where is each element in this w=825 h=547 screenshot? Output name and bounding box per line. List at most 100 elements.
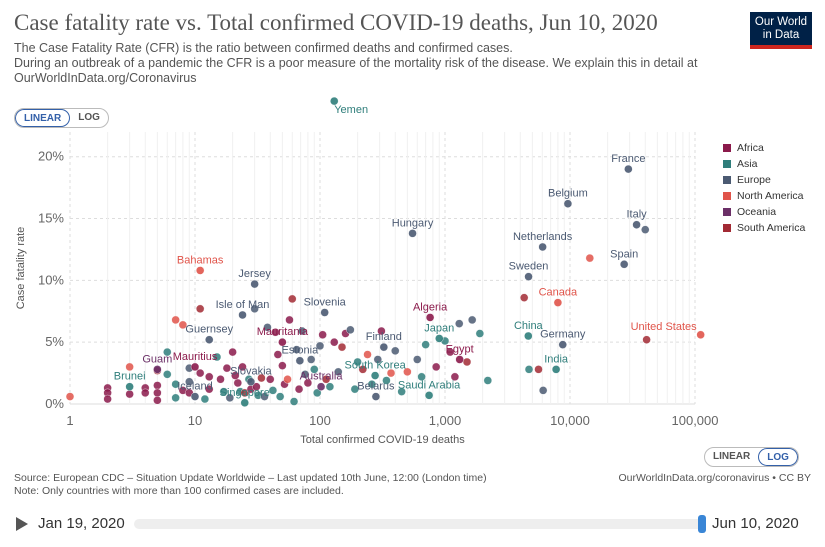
data-point	[285, 315, 294, 325]
point-label: China	[514, 320, 544, 332]
data-point-guernsey	[205, 335, 214, 344]
point-label: Germany	[540, 329, 586, 341]
legend-swatch	[723, 192, 731, 200]
point-label: Mauritania	[257, 326, 309, 338]
legend-item[interactable]: Oceania	[723, 204, 805, 220]
y-log-button[interactable]: LOG	[78, 112, 100, 123]
data-point	[153, 396, 162, 405]
data-point	[346, 325, 355, 335]
subtitle-line-3: OurWorldInData.org/Coronavirus	[14, 71, 197, 85]
legend-item[interactable]: South America	[723, 220, 805, 236]
data-point	[275, 392, 285, 401]
legend-swatch	[723, 224, 731, 232]
legend-item[interactable]: North America	[723, 188, 805, 204]
data-point	[240, 388, 249, 398]
data-point	[195, 368, 205, 378]
point-label: Guam	[142, 353, 172, 365]
data-point-slovenia	[320, 308, 329, 317]
license-link[interactable]: OurWorldInData.org/coronavirus • CC BY	[618, 472, 811, 484]
y-axis-label: Case fatality rate	[15, 227, 27, 310]
chart-title: Case fatality rate vs. Total confirmed C…	[14, 10, 658, 35]
data-point-bahamas	[195, 266, 205, 275]
point-label: Belgium	[548, 188, 588, 200]
data-point	[205, 384, 214, 394]
data-point	[125, 389, 134, 399]
data-point	[313, 388, 322, 398]
data-point	[300, 370, 310, 379]
data-point	[271, 328, 280, 337]
point-label: Italy	[627, 209, 648, 221]
y-tick-label: 0%	[45, 396, 64, 411]
legend-label: South America	[737, 222, 806, 234]
data-point-estonia	[295, 356, 305, 365]
data-point	[467, 315, 477, 325]
owid-logo[interactable]: Our World in Data	[750, 12, 812, 49]
data-point	[462, 357, 472, 367]
logo-line-2: in Data	[762, 29, 800, 41]
data-point	[65, 392, 75, 401]
data-point-slovakia	[246, 377, 256, 386]
point-label: Isle of Man	[216, 299, 270, 311]
x-log-button[interactable]: LOG	[758, 448, 798, 466]
data-point	[278, 361, 287, 370]
legend-label: Oceania	[737, 206, 777, 218]
timeline-start-date[interactable]: Jan 19, 2020	[38, 515, 125, 532]
footer: Source: European CDC – Situation Update …	[14, 472, 487, 498]
legend-label: Asia	[737, 158, 758, 170]
data-point	[334, 367, 343, 377]
y-tick-label: 20%	[38, 149, 64, 164]
point-label: Saudi Arabia	[398, 379, 461, 391]
x-axis-label: Total confirmed COVID-19 deaths	[300, 434, 465, 446]
data-point	[403, 367, 412, 377]
data-point-south-korea	[370, 371, 380, 380]
data-point	[163, 347, 172, 357]
data-point	[231, 371, 240, 380]
point-label: South Korea	[345, 360, 407, 372]
y-linear-button[interactable]: LINEAR	[15, 109, 71, 127]
legend-swatch	[723, 208, 731, 216]
data-point	[524, 365, 534, 374]
data-point-mauritania	[278, 337, 287, 347]
legend-item[interactable]: Europe	[723, 172, 805, 188]
source-note: Source: European CDC – Situation Update …	[14, 472, 487, 484]
data-point	[216, 375, 225, 384]
timeline-end-date[interactable]: Jun 10, 2020	[712, 515, 799, 532]
data-point	[297, 326, 307, 336]
data-point	[250, 304, 259, 313]
data-point	[103, 394, 112, 404]
x-linear-button[interactable]: LINEAR	[713, 451, 751, 462]
data-point	[321, 375, 331, 384]
data-point	[228, 347, 237, 357]
point-label: Canada	[539, 287, 578, 299]
data-point	[153, 388, 162, 398]
point-label: Iceland	[177, 381, 212, 393]
data-point-italy	[632, 220, 641, 229]
data-point	[421, 340, 430, 349]
data-point	[288, 294, 297, 304]
timeline-track[interactable]	[134, 519, 706, 529]
data-point	[163, 370, 172, 379]
data-point	[450, 372, 460, 381]
data-point	[413, 355, 422, 364]
data-point-iceland	[190, 392, 200, 401]
data-point	[141, 388, 150, 398]
data-point	[283, 375, 292, 384]
data-point	[358, 365, 368, 374]
data-point	[219, 387, 229, 396]
data-point-egypt	[455, 355, 464, 364]
data-point	[367, 380, 377, 389]
data-point	[178, 320, 188, 330]
play-icon[interactable]	[16, 517, 28, 531]
y-tick-label: 15%	[38, 211, 64, 226]
legend-item[interactable]: Asia	[723, 156, 805, 172]
timeline-handle[interactable]	[698, 515, 706, 533]
legend-item[interactable]: Africa	[723, 140, 805, 156]
data-point	[483, 376, 493, 385]
data-point-hungary	[408, 229, 417, 238]
point-label: Bahamas	[177, 254, 224, 266]
data-point	[397, 387, 406, 396]
data-point-yemen	[330, 96, 339, 106]
data-point	[205, 372, 214, 381]
data-point	[353, 357, 362, 367]
